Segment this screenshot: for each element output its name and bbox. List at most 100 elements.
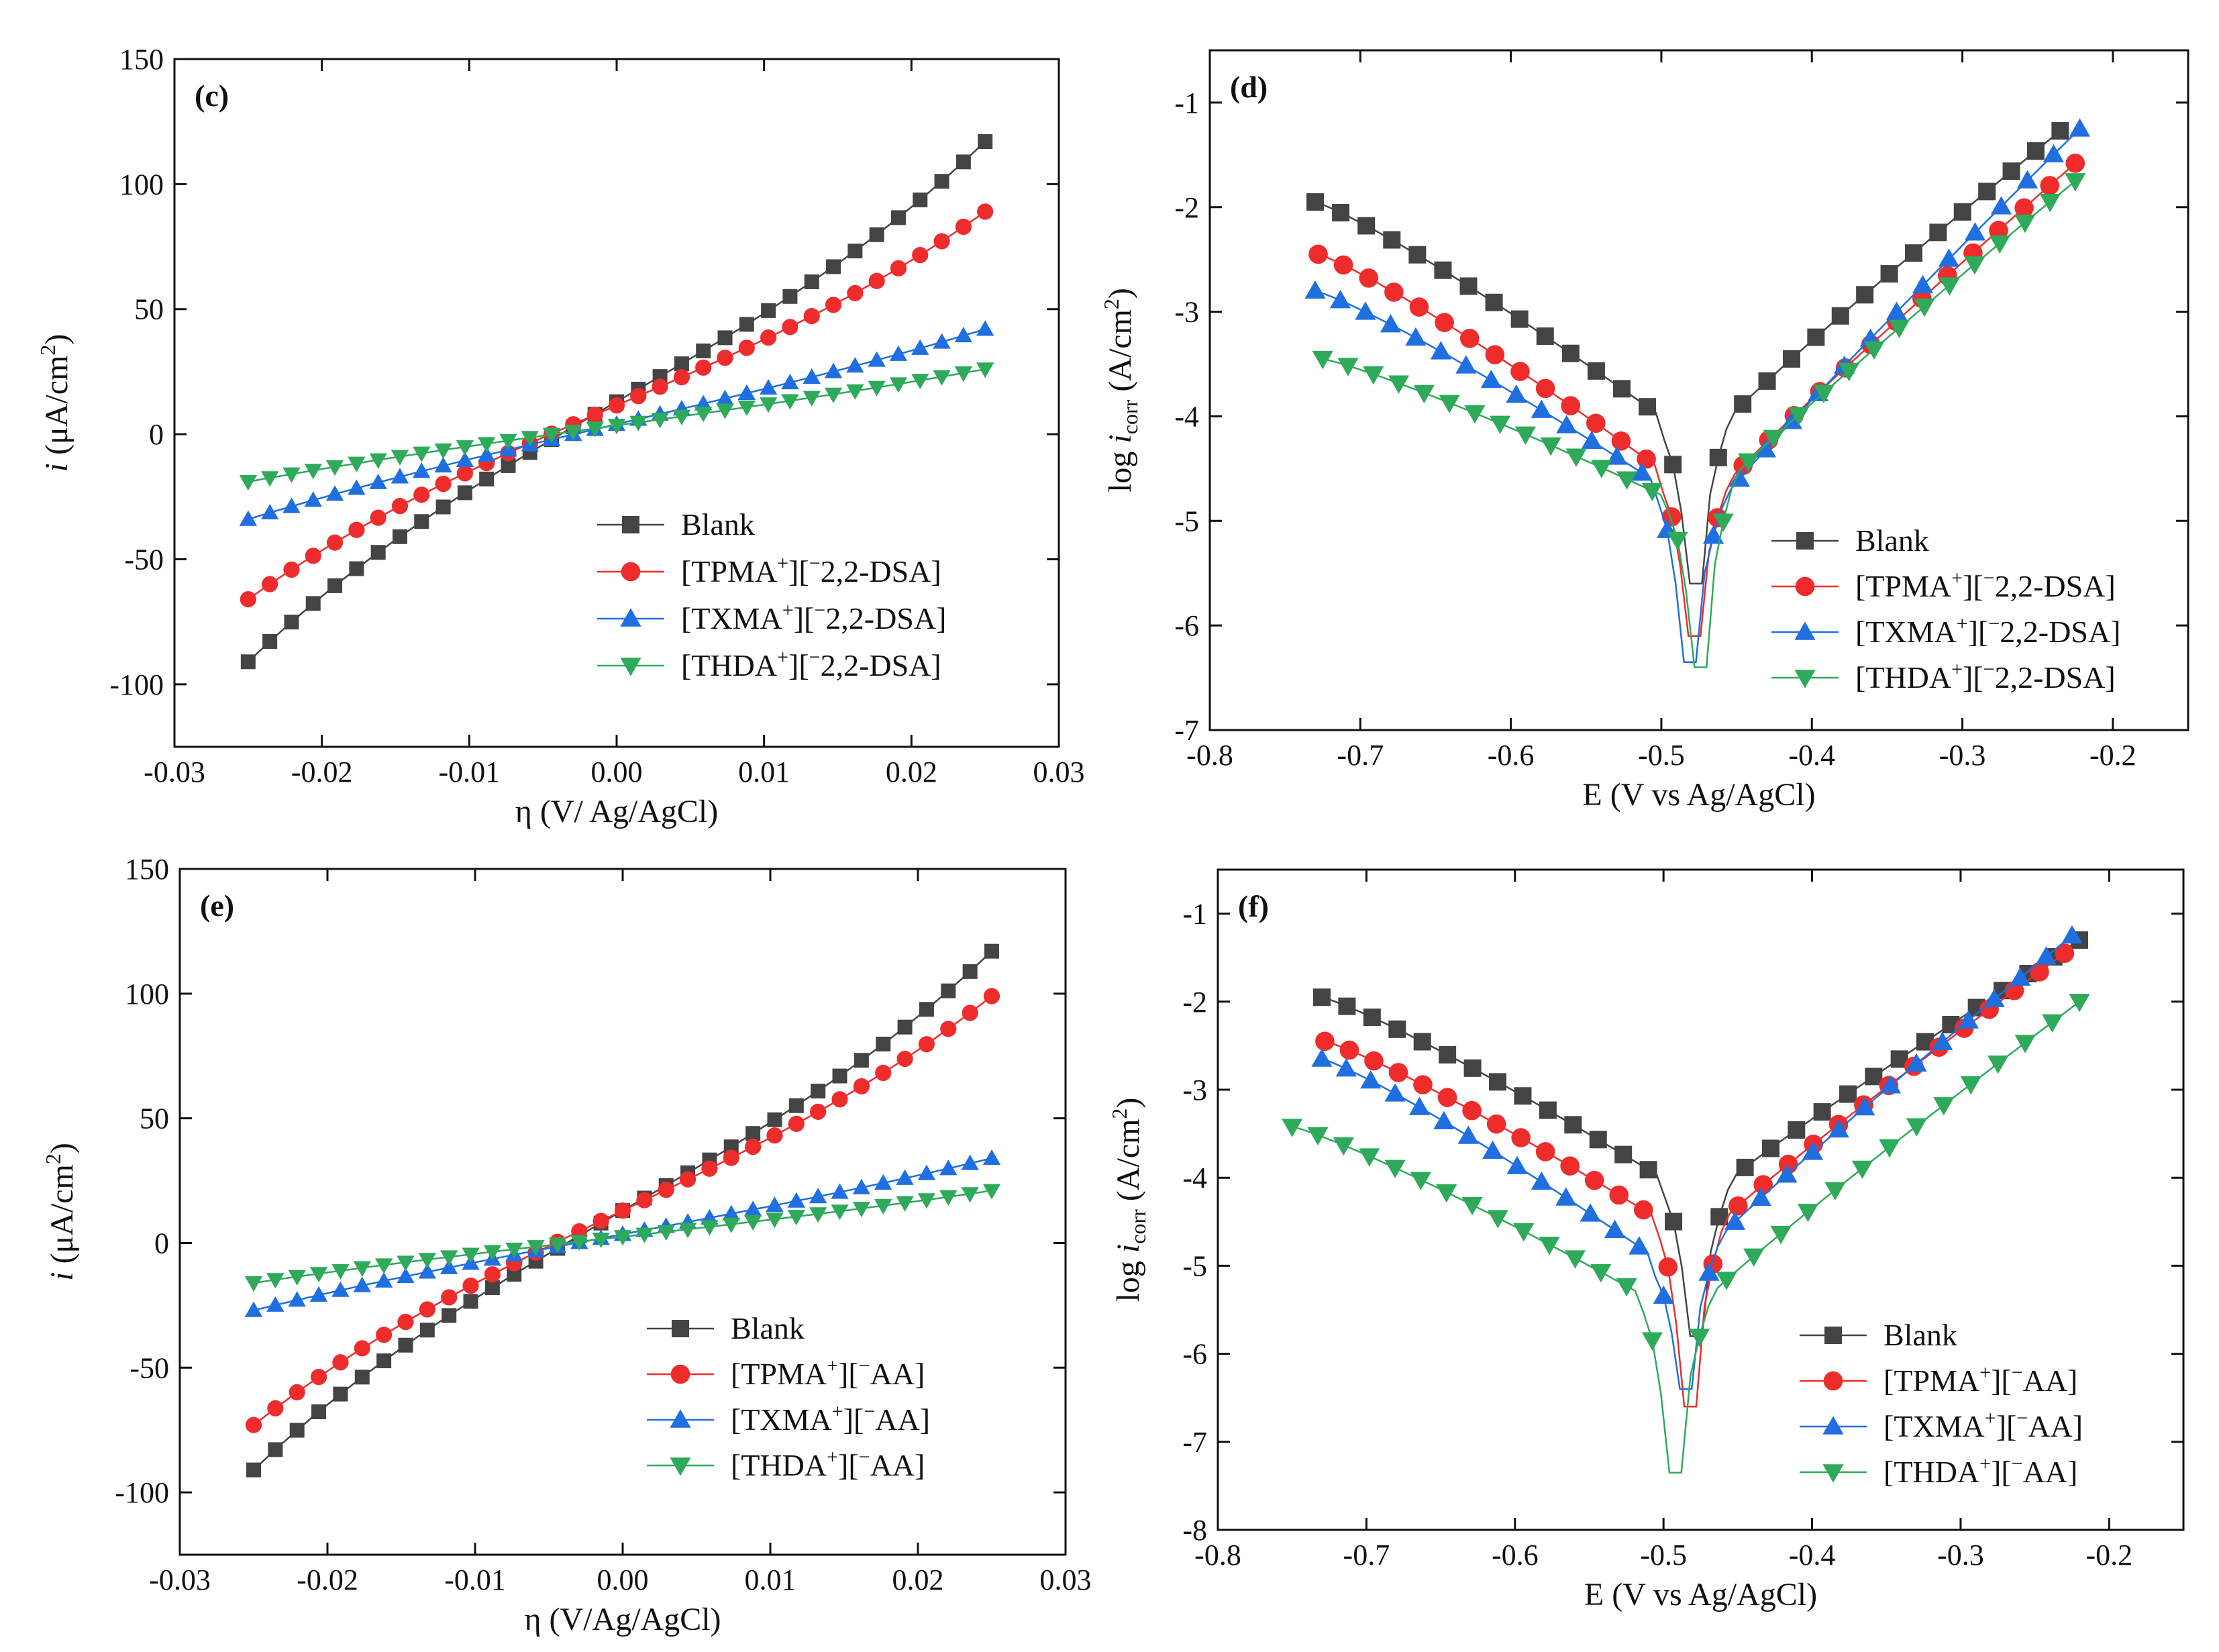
data-point xyxy=(1535,1142,1555,1161)
data-point xyxy=(739,317,754,332)
data-point xyxy=(1535,378,1555,399)
data-point xyxy=(1333,1137,1354,1156)
data-point xyxy=(1851,1160,1873,1179)
data-point xyxy=(1906,1118,1927,1137)
x-tick-label: -0.03 xyxy=(149,1563,211,1596)
y-tick-label: 150 xyxy=(119,43,164,76)
legend: Blank [TPMA+][−AA] [TXMA+][−AA] [THDA+][−AA… xyxy=(1800,1318,2083,1489)
legend-label: [TPMA+][−2,2-DSA] xyxy=(1855,567,2116,603)
data-point xyxy=(542,427,561,444)
data-point xyxy=(896,1050,913,1068)
data-point xyxy=(353,1261,371,1277)
data-point xyxy=(809,1188,827,1204)
x-tick-label: -0.5 xyxy=(1640,1539,1687,1571)
data-point xyxy=(1879,1075,1902,1094)
y-tick-label: -8 xyxy=(1182,1514,1207,1547)
data-point xyxy=(353,1276,371,1292)
data-point xyxy=(462,1277,479,1294)
data-point xyxy=(1383,231,1401,249)
data-point xyxy=(1587,362,1605,380)
data-point xyxy=(1413,384,1435,404)
data-point xyxy=(1436,1184,1457,1203)
x-tick-label: -0.8 xyxy=(1194,1539,1241,1571)
data-point xyxy=(289,1384,305,1401)
data-point xyxy=(327,578,343,593)
data-point xyxy=(1609,1185,1629,1205)
data-point xyxy=(1339,1040,1359,1060)
data-point xyxy=(1957,1010,1979,1029)
data-point xyxy=(1555,1187,1577,1206)
data-point xyxy=(1388,375,1410,394)
data-point xyxy=(941,983,956,998)
data-point xyxy=(1712,513,1734,532)
data-point xyxy=(852,1202,871,1218)
series-line xyxy=(1292,1000,2080,1474)
data-point xyxy=(282,467,301,483)
data-point xyxy=(267,1400,284,1416)
data-point xyxy=(869,227,884,242)
data-point xyxy=(876,1036,891,1051)
data-point xyxy=(636,1192,653,1208)
data-point xyxy=(918,1036,935,1053)
data-point xyxy=(1584,1170,1604,1190)
legend-marker xyxy=(1795,576,1815,597)
data-point xyxy=(956,154,971,170)
x-tick-label: 0.00 xyxy=(597,1563,649,1596)
x-tick-label: -0.2 xyxy=(2089,739,2136,772)
data-point xyxy=(1489,1073,1507,1091)
data-point xyxy=(2041,1014,2063,1033)
data-point xyxy=(831,1091,848,1108)
data-point xyxy=(939,1159,958,1176)
data-point xyxy=(1536,327,1554,345)
data-point xyxy=(1564,1250,1586,1269)
x-tick-label: -0.3 xyxy=(1939,739,1986,772)
data-point xyxy=(1380,314,1402,333)
data-point xyxy=(896,1196,914,1212)
data-point xyxy=(2040,176,2059,195)
plot-frame xyxy=(1208,49,2189,731)
data-point xyxy=(977,203,994,220)
data-point xyxy=(244,1276,263,1292)
data-point xyxy=(463,1294,478,1309)
legend-label: Blank xyxy=(731,1311,805,1345)
y-tick-label: 100 xyxy=(119,168,164,201)
data-point xyxy=(354,1370,370,1385)
data-point xyxy=(1338,997,1356,1015)
data-point xyxy=(847,285,864,301)
data-point xyxy=(824,387,843,403)
data-point xyxy=(658,1182,674,1198)
data-point xyxy=(1929,223,1947,242)
x-tick-label: 0.01 xyxy=(738,756,790,788)
data-point xyxy=(983,988,1000,1004)
data-point xyxy=(1462,1100,1482,1121)
data-point xyxy=(564,425,582,441)
legend-marker xyxy=(622,516,639,533)
y-tick-label: -1 xyxy=(1174,87,1199,119)
data-point xyxy=(1828,1119,1849,1138)
y-tick-label: 50 xyxy=(134,293,164,326)
data-point xyxy=(722,1217,740,1233)
series-line xyxy=(1318,162,2076,637)
data-point xyxy=(1359,268,1379,288)
data-point xyxy=(1709,448,1727,466)
data-point xyxy=(1813,1103,1831,1121)
x-tick-label: -0.2 xyxy=(2085,1539,2132,1571)
data-point xyxy=(283,561,300,578)
data-point xyxy=(1653,1285,1674,1304)
data-point xyxy=(1514,1087,1532,1105)
data-point xyxy=(1802,1141,1824,1160)
data-point xyxy=(414,514,429,529)
x-tick-label: 0.03 xyxy=(1033,756,1085,788)
data-point xyxy=(826,259,841,274)
data-point xyxy=(1753,1175,1773,1194)
data-point xyxy=(1459,329,1480,348)
x-tick-label: -0.01 xyxy=(439,756,501,788)
data-point xyxy=(442,1308,457,1323)
data-point xyxy=(657,1225,675,1241)
y-tick-label: -7 xyxy=(1182,1426,1207,1459)
data-point xyxy=(939,1190,958,1206)
data-point xyxy=(917,1193,936,1209)
data-point xyxy=(1863,341,1885,360)
data-point xyxy=(2030,962,2049,982)
legend-marker xyxy=(1822,1416,1844,1435)
